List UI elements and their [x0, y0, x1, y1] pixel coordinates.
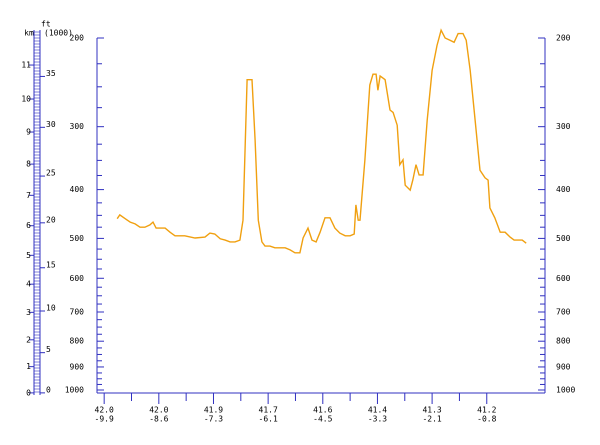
ft-tick-label: 20 — [46, 215, 56, 224]
y-tick-label: 400 — [70, 185, 85, 194]
ft-unit-label: (1000) — [44, 29, 73, 38]
y-tick-label-right: 800 — [556, 337, 571, 346]
x-tick-label-lat: 41.2 — [477, 406, 496, 415]
x-tick-label-lat: 41.7 — [259, 406, 278, 415]
y-tick-label: 800 — [70, 337, 85, 346]
km-tick-label: 3 — [26, 308, 31, 317]
y-tick-label: 600 — [70, 274, 85, 283]
x-tick-label-lat: 41.6 — [313, 406, 332, 415]
y-tick-label: 300 — [70, 122, 85, 131]
km-tick-label: 4 — [26, 280, 31, 289]
ft-tick-label: 5 — [46, 345, 51, 354]
y-tick-label-right: 600 — [556, 274, 571, 283]
km-tick-label: 8 — [26, 160, 31, 169]
ft-tick-label: 10 — [46, 303, 56, 312]
y-tick-label: 1000 — [65, 386, 84, 395]
line-series — [116, 28, 527, 254]
ft-tick-label: 25 — [46, 169, 56, 178]
y-tick-label-right: 300 — [556, 122, 571, 131]
km-tick-label: 9 — [26, 128, 31, 137]
x-tick-label-lon: -2.1 — [422, 415, 441, 424]
km-tick-label: 0 — [26, 388, 31, 397]
km-tick-label: 6 — [26, 221, 31, 230]
ft-tick-label: 0 — [46, 385, 51, 394]
x-tick-label-lon: -8.6 — [149, 415, 168, 424]
x-tick-label-lon: -0.8 — [477, 415, 496, 424]
ft-tick-label: 30 — [46, 120, 56, 129]
y-tick-label: 900 — [70, 362, 85, 371]
km-tick-label: 1 — [26, 362, 31, 371]
y-tick-label: 500 — [70, 234, 85, 243]
ft-tick-label: 35 — [46, 69, 56, 78]
y-tick-label: 700 — [70, 307, 85, 316]
x-tick-label-lon: -4.5 — [313, 415, 332, 424]
x-tick-label-lon: -6.1 — [259, 415, 278, 424]
x-tick-label-lon: -9.9 — [95, 415, 114, 424]
y-tick-label-right: 500 — [556, 234, 571, 243]
y-tick-label: 200 — [70, 34, 85, 43]
y-tick-label-right: 400 — [556, 185, 571, 194]
km-tick-label: 5 — [26, 251, 31, 260]
km-axis-label: km — [24, 29, 34, 38]
x-tick-label-lat: 42.0 — [95, 406, 114, 415]
y-tick-label-right: 200 — [556, 34, 571, 43]
x-tick-label-lat: 42.0 — [149, 406, 168, 415]
ft-axis-label: ft — [41, 20, 51, 29]
km-tick-label: 2 — [26, 335, 31, 344]
ft-tick-label: 15 — [46, 260, 56, 269]
x-tick-label-lat: 41.3 — [422, 406, 441, 415]
y-tick-label-right: 1000 — [556, 386, 575, 395]
y-tick-label-right: 700 — [556, 307, 571, 316]
y-tick-label-right: 900 — [556, 362, 571, 371]
km-tick-label: 10 — [21, 95, 31, 104]
x-tick-label-lat: 41.9 — [204, 406, 223, 415]
x-tick-label-lat: 41.4 — [368, 406, 387, 415]
x-tick-label-lon: -3.3 — [368, 415, 387, 424]
km-tick-label: 7 — [26, 191, 31, 200]
x-tick-label-lon: -7.3 — [204, 415, 223, 424]
km-tick-label: 11 — [21, 61, 31, 70]
